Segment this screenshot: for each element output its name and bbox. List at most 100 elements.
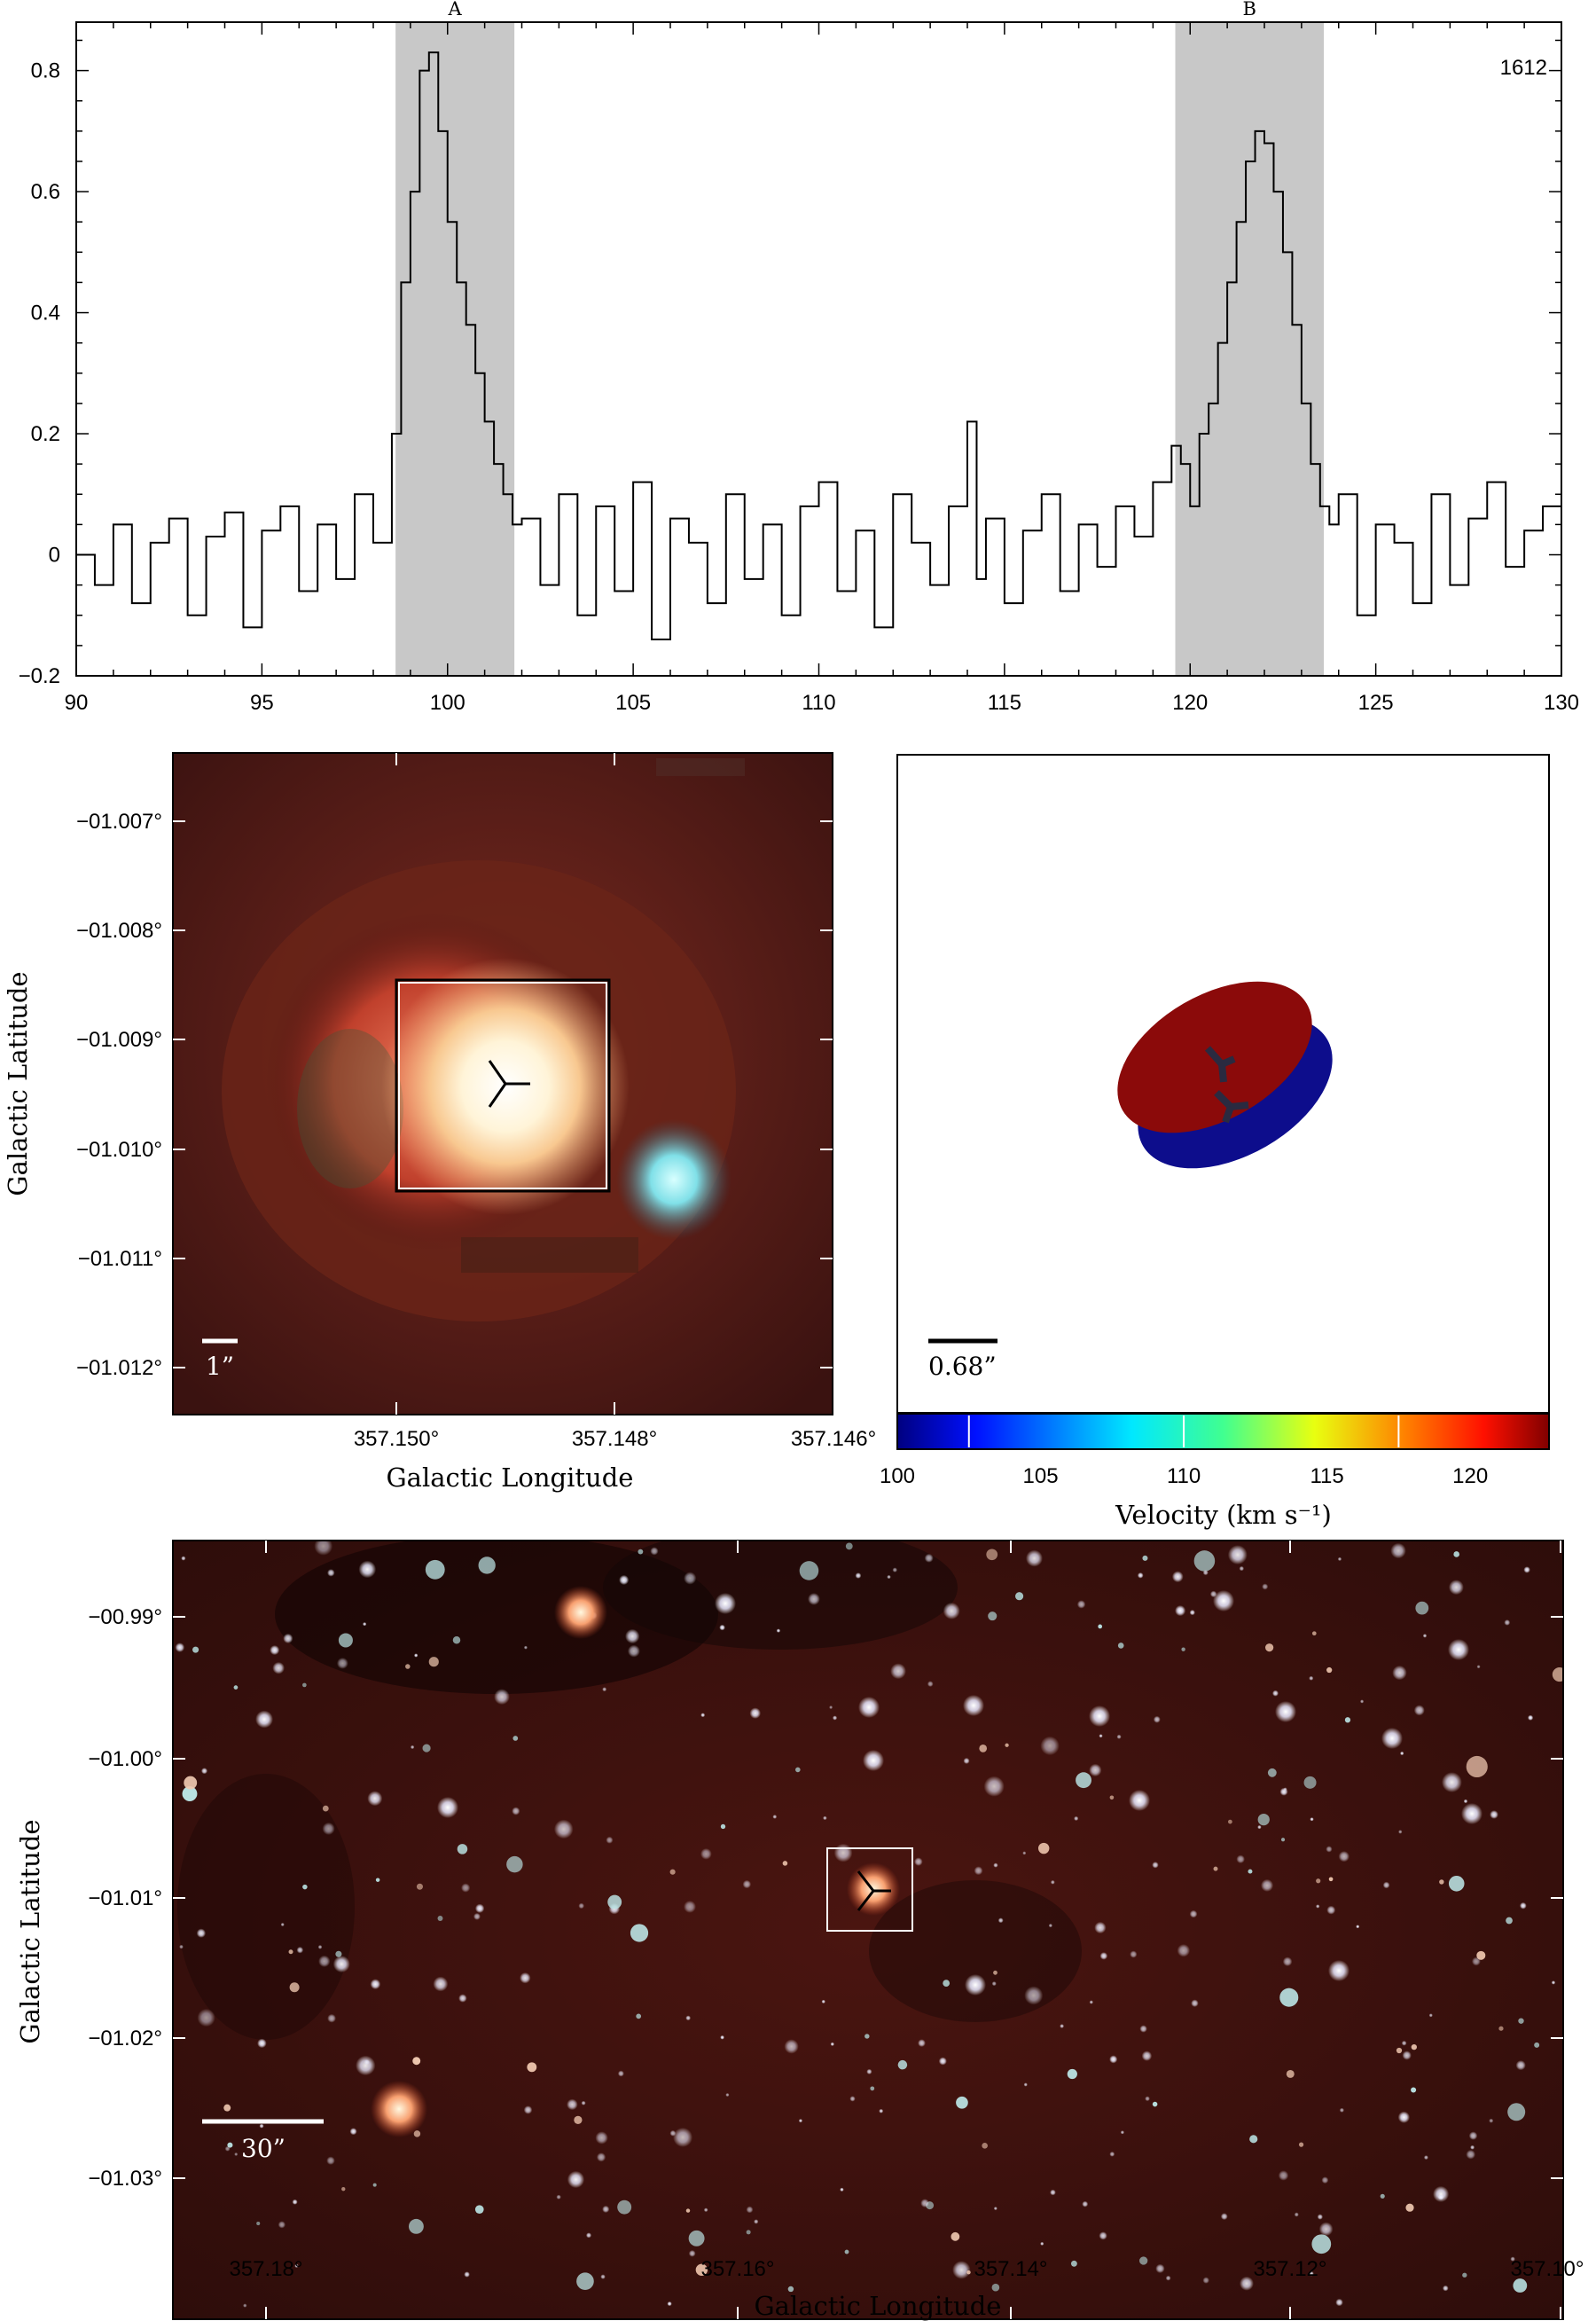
star bbox=[1236, 1854, 1245, 1864]
star bbox=[617, 2070, 624, 2077]
star bbox=[725, 2092, 730, 2098]
star bbox=[866, 2068, 872, 2074]
field-xlabel: Galactic Longitude bbox=[755, 2291, 1002, 2321]
x-tick-label: 110 bbox=[802, 691, 835, 715]
star bbox=[1534, 2042, 1540, 2048]
star bbox=[288, 1949, 293, 1955]
bright-star bbox=[1381, 1728, 1403, 1749]
star bbox=[1282, 1956, 1293, 1967]
colorbar-tick-label: 100 bbox=[880, 1464, 915, 1488]
star bbox=[1552, 1666, 1563, 1682]
y-tick-label: −01.01° bbox=[88, 1886, 162, 1910]
star bbox=[1142, 1555, 1148, 1561]
star bbox=[1510, 2256, 1515, 2262]
star bbox=[280, 1922, 285, 1927]
star bbox=[823, 1815, 827, 1821]
cutout-image bbox=[173, 753, 833, 1415]
star bbox=[1193, 1550, 1216, 1572]
star bbox=[506, 1855, 523, 1873]
star bbox=[1257, 1813, 1270, 1826]
star bbox=[1344, 1717, 1351, 1723]
star bbox=[322, 1805, 329, 1812]
colorbar-label: Velocity (km s⁻¹) bbox=[1115, 1500, 1332, 1530]
star bbox=[338, 1633, 353, 1648]
cutout-inset-box bbox=[398, 982, 607, 1189]
star bbox=[364, 2059, 370, 2066]
star bbox=[1139, 2256, 1148, 2265]
star bbox=[1413, 1705, 1425, 1716]
star bbox=[1076, 1600, 1086, 1609]
star bbox=[574, 2115, 583, 2125]
star bbox=[1453, 1551, 1459, 1557]
star bbox=[1401, 2040, 1407, 2046]
field-inset-box bbox=[826, 1847, 913, 1932]
star bbox=[1262, 1583, 1269, 1590]
star bbox=[302, 1682, 307, 1688]
bright-star bbox=[1448, 1639, 1469, 1660]
star bbox=[1422, 1634, 1428, 1638]
colorbar-tick-label: 105 bbox=[1023, 1464, 1059, 1488]
star bbox=[776, 1628, 781, 1633]
maser-position-marker bbox=[488, 1060, 530, 1108]
red-lobe-marker bbox=[1205, 1046, 1236, 1083]
star bbox=[832, 1715, 838, 1721]
star bbox=[413, 1653, 419, 1658]
star bbox=[1359, 1699, 1365, 1704]
star bbox=[1189, 1610, 1195, 1616]
star bbox=[1191, 1999, 1199, 2007]
star bbox=[700, 1713, 706, 1718]
star bbox=[1321, 2176, 1329, 2184]
star bbox=[1271, 1690, 1279, 1697]
star bbox=[412, 2057, 421, 2066]
star bbox=[296, 1946, 304, 1954]
star bbox=[742, 1879, 752, 1889]
star bbox=[1239, 1565, 1245, 1572]
star bbox=[606, 1836, 614, 1844]
star bbox=[410, 1745, 415, 1750]
y-tick-label: −01.011° bbox=[78, 1247, 162, 1271]
star bbox=[1099, 1952, 1108, 1960]
star bbox=[1089, 1763, 1102, 1777]
star bbox=[918, 2039, 926, 2048]
x-tick-label: 357.18° bbox=[229, 2257, 302, 2281]
star bbox=[478, 1556, 496, 1574]
colorbar-tick-label: 115 bbox=[1310, 1464, 1343, 1488]
star bbox=[993, 1862, 998, 1868]
star bbox=[1433, 2185, 1450, 2202]
star bbox=[938, 2057, 947, 2066]
star bbox=[982, 2143, 988, 2149]
star bbox=[1117, 1643, 1124, 1649]
star bbox=[1513, 2278, 1528, 2293]
star bbox=[667, 2301, 672, 2307]
star bbox=[292, 2199, 298, 2205]
star bbox=[1074, 1815, 1079, 1821]
star bbox=[943, 1980, 951, 1988]
bright-star bbox=[858, 1697, 880, 1718]
star bbox=[1249, 2135, 1258, 2144]
star bbox=[473, 1912, 481, 1920]
star bbox=[322, 1822, 335, 1835]
x-tick-label: 357.14° bbox=[974, 2257, 1047, 2281]
star bbox=[993, 1970, 998, 1975]
star bbox=[272, 1661, 285, 1674]
star bbox=[746, 2206, 754, 2214]
colorbar-tick-labels: 100 105 110 115 120 bbox=[880, 1464, 1488, 1488]
star bbox=[327, 1569, 335, 1577]
star bbox=[1120, 2130, 1124, 2135]
star bbox=[433, 1976, 449, 1992]
star bbox=[1082, 2200, 1089, 2207]
star bbox=[1298, 2142, 1304, 2147]
star bbox=[991, 1981, 997, 1987]
star bbox=[1280, 1838, 1286, 1842]
star bbox=[1448, 1876, 1465, 1892]
star bbox=[1551, 1980, 1556, 1985]
star bbox=[326, 2156, 335, 2165]
star bbox=[956, 2096, 968, 2109]
star bbox=[988, 1611, 998, 1621]
star bbox=[422, 1744, 431, 1753]
star bbox=[1411, 2087, 1417, 2093]
bright-star bbox=[437, 1797, 458, 1818]
star bbox=[179, 1944, 184, 1949]
star bbox=[951, 2231, 960, 2241]
